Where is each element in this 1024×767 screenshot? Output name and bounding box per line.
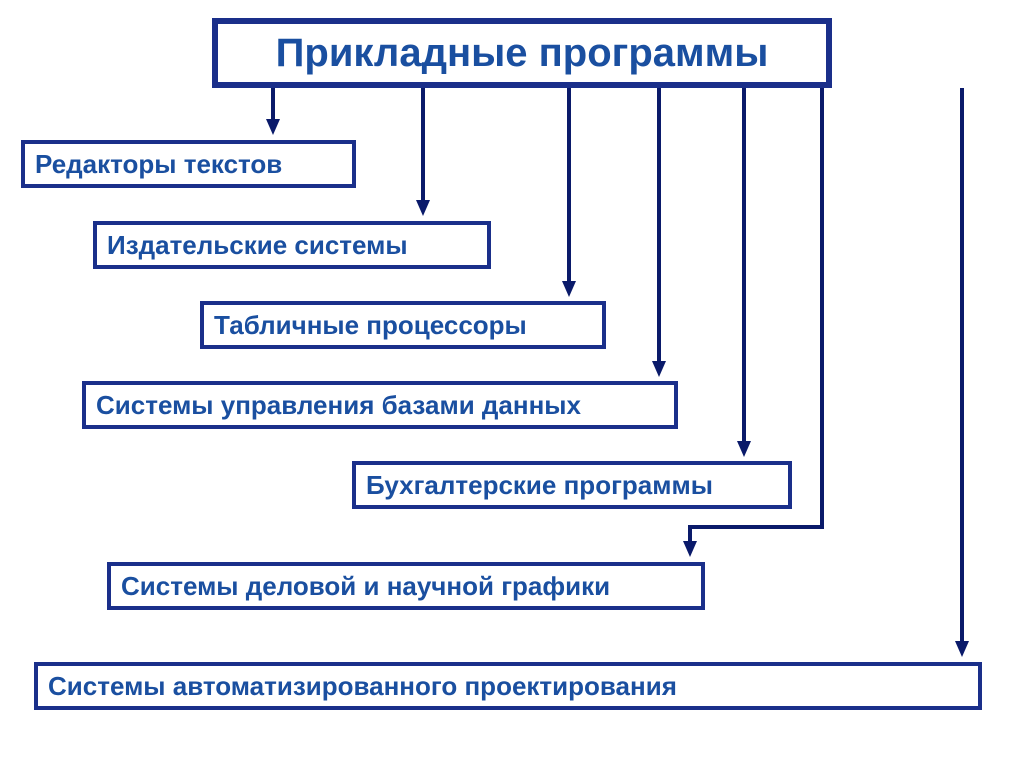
diagram-item-label: Системы управления базами данных xyxy=(96,390,581,421)
diagram-item-label: Системы автоматизированного проектирован… xyxy=(48,671,677,702)
diagram-item-box: Издательские системы xyxy=(93,221,491,269)
diagram-item-box: Табличные процессоры xyxy=(200,301,606,349)
diagram-item-box: Бухгалтерские программы xyxy=(352,461,792,509)
diagram-item-box: Редакторы текстов xyxy=(21,140,356,188)
diagram-title-box: Прикладные программы xyxy=(212,18,832,88)
diagram-item-label: Табличные процессоры xyxy=(214,310,527,341)
diagram-item-label: Бухгалтерские программы xyxy=(366,470,713,501)
diagram-item-box: Системы управления базами данных xyxy=(82,381,678,429)
diagram-item-box: Системы деловой и научной графики xyxy=(107,562,705,610)
diagram-title-label: Прикладные программы xyxy=(276,31,769,76)
diagram-item-label: Редакторы текстов xyxy=(35,149,282,180)
diagram-item-label: Издательские системы xyxy=(107,230,408,261)
diagram-item-label: Системы деловой и научной графики xyxy=(121,571,610,602)
diagram-item-box: Системы автоматизированного проектирован… xyxy=(34,662,982,710)
